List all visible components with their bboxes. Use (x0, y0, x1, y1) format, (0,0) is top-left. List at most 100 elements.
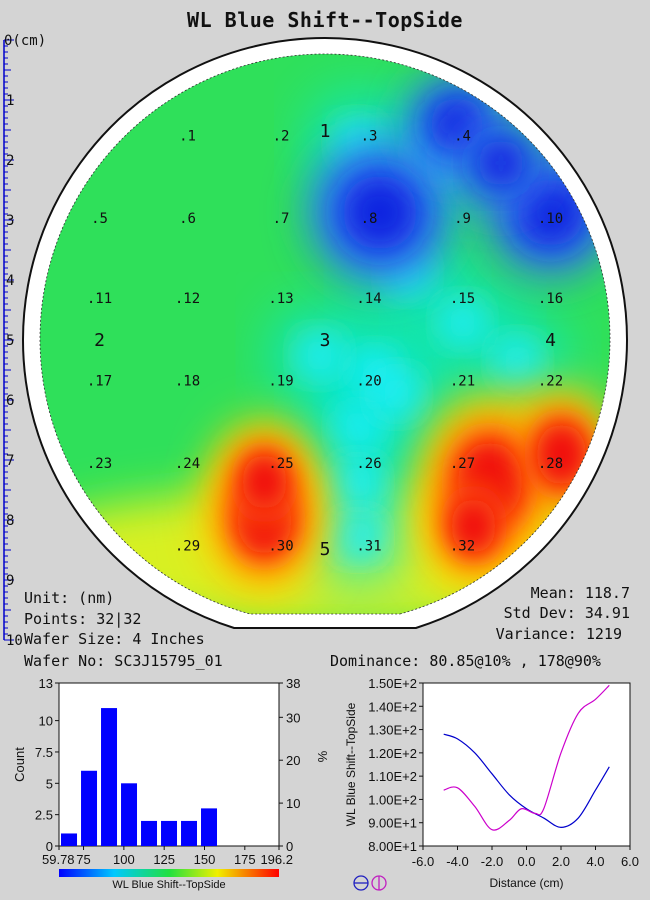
heat-spot-blue-core (477, 139, 525, 187)
histogram-y2-tick-label: 38 (286, 676, 300, 691)
histogram-y2-tick-label: 30 (286, 710, 300, 725)
ruler-tick-label: 10 (6, 633, 23, 649)
measurement-point: .6 (179, 211, 196, 227)
measurement-point: .7 (273, 211, 290, 227)
wafer-no-label: Wafer No: SC3J15795_01 (24, 652, 223, 670)
measurement-point: .23 (87, 456, 112, 472)
histogram-y-tick-label: 7.5 (35, 745, 53, 760)
ruler-tick-label: 3 (6, 213, 14, 229)
measurement-point: .21 (450, 373, 475, 389)
measurement-point: .5 (91, 211, 108, 227)
measurement-point: .26 (356, 456, 381, 472)
histogram-x-axis-label: WL Blue Shift--TopSide (112, 879, 225, 891)
line-y-tick-label: 1.30E+2 (368, 723, 417, 738)
heat-spot-cyan-core (340, 519, 376, 555)
measurement-point: .22 (538, 373, 563, 389)
measurement-point: .9 (454, 211, 471, 227)
histogram-y2-tick-label: 0 (286, 839, 293, 854)
histogram-bar (201, 808, 218, 846)
line-y-tick-label: 8.00E+1 (368, 839, 417, 854)
histogram-y-tick-label: 0 (46, 839, 53, 854)
zone-label: 4 (545, 330, 556, 351)
line-x-tick-label: 2.0 (552, 854, 570, 869)
ruler-tick-label: 1 (6, 93, 14, 109)
histogram-y-axis-label: Count (12, 747, 27, 782)
measurement-point: .17 (87, 373, 112, 389)
histogram-bar (181, 820, 198, 846)
line-y-tick-label: 9.00E+1 (368, 816, 417, 831)
variance-label: Variance: 1219 (495, 625, 622, 643)
zone-label: 1 (320, 121, 331, 142)
ruler-tick-label: 7 (6, 453, 14, 469)
histogram-y-tick-label: 5 (46, 776, 53, 791)
histogram-y-tick-label: 2.5 (35, 808, 53, 823)
histogram-y2-axis-label: % (315, 751, 330, 763)
zone-label: 3 (320, 330, 331, 351)
line-plot-area (422, 682, 631, 847)
histogram-x-tick-label: 59.78 (42, 852, 75, 867)
histogram-x-tick-label: 175 (234, 852, 256, 867)
histogram-x-tick-label: 196.2 (260, 852, 293, 867)
measurement-point: .15 (450, 291, 475, 307)
ruler-tick-label: 5 (6, 333, 14, 349)
histogram-y-tick-label: 13 (39, 676, 53, 691)
measurement-point: .11 (87, 291, 112, 307)
heat-spot-cyan-core (340, 409, 376, 445)
measurement-point: .32 (450, 538, 475, 554)
measurement-point: .14 (356, 291, 381, 307)
histogram-y-tick-label: 10 (39, 714, 53, 729)
histogram-bar (81, 770, 98, 846)
measurement-point: .16 (538, 291, 563, 307)
ruler-tick-label: 9 (6, 573, 14, 589)
measurement-point: .4 (454, 129, 471, 145)
line-y-tick-label: 1.20E+2 (368, 746, 417, 761)
histogram-x-tick-label: 150 (194, 852, 216, 867)
ruler-unit-label: 0(cm) (4, 33, 47, 49)
heat-spot-cyan-core (340, 464, 376, 500)
measurement-point: .8 (361, 211, 378, 227)
histogram-y2-tick-label: 10 (286, 796, 300, 811)
line-x-axis-label: Distance (cm) (489, 876, 563, 890)
line-y-tick-label: 1.10E+2 (368, 769, 417, 784)
wafer-size-label: Wafer Size: 4 Inches (24, 630, 205, 648)
line-x-tick-label: -6.0 (412, 854, 434, 869)
ruler-tick-label: 2 (6, 153, 14, 169)
histogram-bar (101, 708, 118, 846)
heat-spot-cyan-core (356, 354, 393, 390)
histogram-bar (121, 783, 138, 846)
measurement-point: .10 (538, 211, 563, 227)
measurement-point: .31 (356, 538, 381, 554)
heat-spot-red (451, 498, 496, 554)
measurement-point: .19 (268, 373, 293, 389)
mean-label: Mean: 118.7 (530, 584, 630, 602)
line-y-tick-label: 1.50E+2 (368, 676, 417, 691)
dominance-label: Dominance: 80.85@10% , 178@90% (330, 652, 601, 670)
line-x-tick-label: 0.0 (517, 854, 535, 869)
heat-spot-cyan-core (378, 376, 415, 412)
measurement-point: .27 (450, 456, 475, 472)
measurement-point: .30 (268, 538, 293, 554)
heat-spot-cyan-core (301, 337, 338, 374)
measurement-point: .13 (268, 291, 293, 307)
measurement-point: .2 (273, 129, 290, 145)
histogram-y2-tick-label: 20 (286, 753, 300, 768)
zone-label: 5 (320, 539, 331, 560)
heat-spot-cyan-core (444, 304, 481, 341)
line-series-2 (443, 684, 610, 831)
line-x-tick-label: 6.0 (621, 854, 639, 869)
line-x-tick-label: -4.0 (446, 854, 468, 869)
line-y-tick-label: 1.00E+2 (368, 792, 417, 807)
line-y-axis-label: WL Blue Shift--TopSide (344, 702, 358, 826)
measurement-point: .12 (175, 291, 200, 307)
points-label: Points: 32|32 (24, 610, 142, 628)
histogram-bar (141, 820, 158, 846)
heat-spot-cyan-core (499, 343, 536, 379)
std-dev-label: Std Dev: 34.91 (503, 604, 630, 622)
measurement-point: .20 (356, 373, 381, 389)
measurement-point: .24 (175, 456, 200, 472)
ruler-tick-label: 6 (6, 393, 14, 409)
histogram-colorbar (59, 869, 279, 877)
